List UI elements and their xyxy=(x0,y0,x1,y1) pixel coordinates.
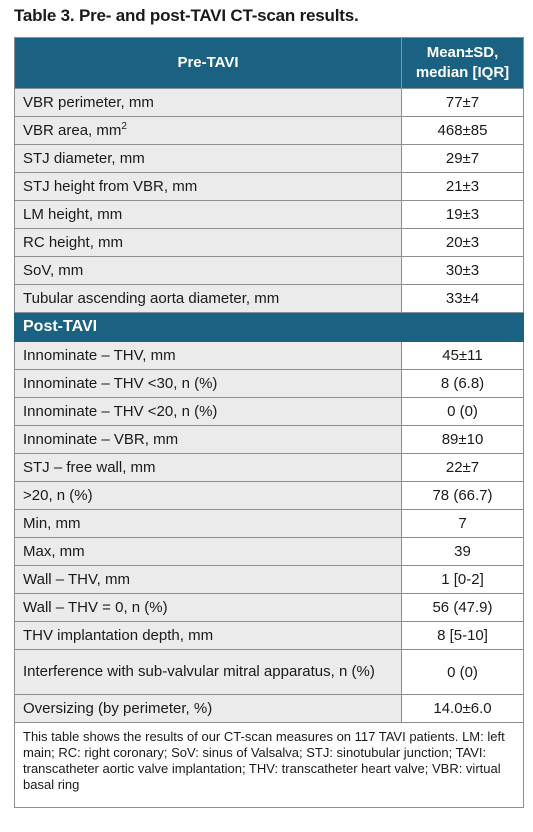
row-value: 22±7 xyxy=(401,453,524,482)
row-value: 0 (0) xyxy=(401,397,524,426)
row-label: VBR perimeter, mm xyxy=(14,88,402,117)
row-label-text: VBR area, mm xyxy=(23,122,122,139)
row-value: 7 xyxy=(401,509,524,538)
row-label: Oversizing (by perimeter, %) xyxy=(14,694,402,723)
row-label: Wall – THV = 0, n (%) xyxy=(14,593,402,622)
row-label: Wall – THV, mm xyxy=(14,565,402,594)
section-header-post-tavi: Post-TAVI xyxy=(14,312,524,342)
row-label: STJ height from VBR, mm xyxy=(14,172,402,201)
row-label: VBR area, mm2 xyxy=(14,116,402,145)
table-row: Wall – THV = 0, n (%) 56 (47.9) xyxy=(14,593,524,622)
row-value: 78 (66.7) xyxy=(401,481,524,510)
row-value: 33±4 xyxy=(401,284,524,313)
row-label: STJ – free wall, mm xyxy=(14,453,402,482)
row-value: 1 [0-2] xyxy=(401,565,524,594)
table-caption: Table 3. Pre- and post-TAVI CT-scan resu… xyxy=(14,6,359,25)
table-row: >20, n (%) 78 (66.7) xyxy=(14,481,524,510)
row-value: 0 (0) xyxy=(401,649,524,695)
table-row: STJ diameter, mm 29±7 xyxy=(14,144,524,173)
row-label: Interference with sub-valvular mitral ap… xyxy=(14,649,402,695)
row-label: THV implantation depth, mm xyxy=(14,621,402,650)
row-label: Innominate – THV <30, n (%) xyxy=(14,369,402,398)
table-row: Innominate – THV <30, n (%) 8 (6.8) xyxy=(14,369,524,398)
row-label: Min, mm xyxy=(14,509,402,538)
table-row: Wall – THV, mm 1 [0-2] xyxy=(14,565,524,594)
row-value: 21±3 xyxy=(401,172,524,201)
row-value: 77±7 xyxy=(401,88,524,117)
table-row: Oversizing (by perimeter, %) 14.0±6.0 xyxy=(14,694,524,723)
row-value: 30±3 xyxy=(401,256,524,285)
row-label: SoV, mm xyxy=(14,256,402,285)
row-label: Innominate – VBR, mm xyxy=(14,425,402,454)
row-value: 39 xyxy=(401,537,524,566)
row-label: STJ diameter, mm xyxy=(14,144,402,173)
header-mean-line2: median [IQR] xyxy=(415,64,510,81)
table-row: THV implantation depth, mm 8 [5-10] xyxy=(14,621,524,650)
table-footnote-row: This table shows the results of our CT-s… xyxy=(14,722,524,808)
table-row: LM height, mm 19±3 xyxy=(14,200,524,229)
row-value: 14.0±6.0 xyxy=(401,694,524,723)
table-footnote: This table shows the results of our CT-s… xyxy=(14,722,524,808)
table-row: Interference with sub-valvular mitral ap… xyxy=(14,649,524,695)
results-table: Pre-TAVI Mean±SD, median [IQR] VBR perim… xyxy=(14,37,524,808)
table-row: Tubular ascending aorta diameter, mm 33±4 xyxy=(14,284,524,313)
table-row: STJ height from VBR, mm 21±3 xyxy=(14,172,524,201)
row-label: >20, n (%) xyxy=(14,481,402,510)
row-value: 89±10 xyxy=(401,425,524,454)
table-row: RC height, mm 20±3 xyxy=(14,228,524,257)
row-label: Max, mm xyxy=(14,537,402,566)
row-value: 56 (47.9) xyxy=(401,593,524,622)
row-label: RC height, mm xyxy=(14,228,402,257)
row-label: LM height, mm xyxy=(14,200,402,229)
header-mean-sd: Mean±SD, median [IQR] xyxy=(401,37,524,89)
table-row: VBR area, mm2 468±85 xyxy=(14,116,524,145)
row-value: 8 (6.8) xyxy=(401,369,524,398)
table-row: Min, mm 7 xyxy=(14,509,524,538)
table-row: SoV, mm 30±3 xyxy=(14,256,524,285)
superscript: 2 xyxy=(121,121,127,132)
row-value: 19±3 xyxy=(401,200,524,229)
row-value: 29±7 xyxy=(401,144,524,173)
table-row: VBR perimeter, mm 77±7 xyxy=(14,88,524,117)
table-row: Innominate – THV, mm 45±11 xyxy=(14,341,524,370)
table-header-row: Pre-TAVI Mean±SD, median [IQR] xyxy=(14,37,524,89)
table-row: Innominate – VBR, mm 89±10 xyxy=(14,425,524,454)
section-title: Post-TAVI xyxy=(14,312,524,342)
row-label: Tubular ascending aorta diameter, mm xyxy=(14,284,402,313)
row-value: 468±85 xyxy=(401,116,524,145)
table-row: Innominate – THV <20, n (%) 0 (0) xyxy=(14,397,524,426)
table-row: STJ – free wall, mm 22±7 xyxy=(14,453,524,482)
row-value: 8 [5-10] xyxy=(401,621,524,650)
row-value: 45±11 xyxy=(401,341,524,370)
header-pre-tavi: Pre-TAVI xyxy=(14,37,402,89)
table-row: Max, mm 39 xyxy=(14,537,524,566)
row-label: Innominate – THV, mm xyxy=(14,341,402,370)
row-value: 20±3 xyxy=(401,228,524,257)
row-label: Innominate – THV <20, n (%) xyxy=(14,397,402,426)
header-mean-line1: Mean±SD, xyxy=(426,44,499,61)
